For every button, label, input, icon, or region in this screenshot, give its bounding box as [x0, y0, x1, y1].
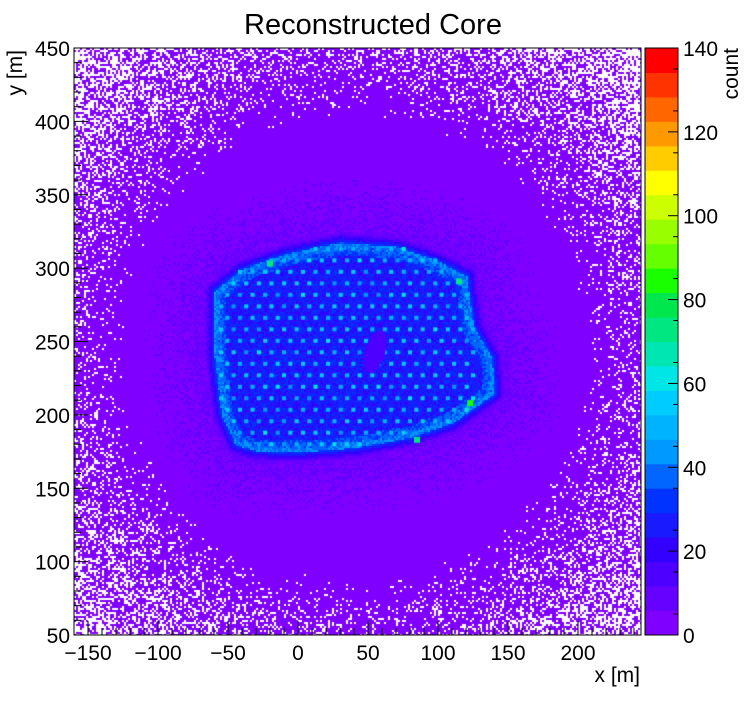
color-scale-tick-label: 80	[683, 290, 706, 313]
x-tick-label: −100	[134, 642, 181, 665]
y-tick-label: 250	[35, 332, 70, 355]
color-scale-band	[645, 48, 678, 73]
color-scale-tick-label: 0	[683, 625, 695, 648]
color-scale-axis: 0 20 40 60 80 100 120 140	[668, 38, 718, 648]
color-scale-band	[645, 561, 678, 587]
y-tick-label: 100	[35, 552, 70, 575]
color-scale-band	[645, 121, 678, 147]
x-tick-label: 50	[356, 642, 379, 665]
y-axis: 50 100 150 200 250 300 350 400 450	[35, 38, 88, 648]
y-tick-label: 300	[35, 258, 70, 281]
color-scale-frame	[644, 47, 679, 636]
color-scale-band	[645, 219, 678, 245]
color-scale-band	[645, 463, 678, 489]
y-tick-label: 150	[35, 478, 70, 501]
chart-title: Reconstructed Core	[244, 9, 502, 41]
color-scale-label: count	[720, 48, 743, 100]
y-tick-label: 200	[35, 405, 70, 428]
x-tick-label: 150	[490, 642, 525, 665]
color-scale-band	[645, 292, 678, 318]
y-tick-label: 350	[35, 185, 70, 208]
color-scale-band	[645, 170, 678, 196]
color-scale-band	[645, 439, 678, 465]
x-tick-label: 200	[560, 642, 595, 665]
color-scale-band	[645, 414, 678, 440]
heatmap-plot-area	[74, 48, 641, 635]
color-scale-band	[645, 537, 678, 563]
color-scale-band	[645, 96, 678, 122]
y-tick-label: 50	[47, 625, 70, 648]
color-scale-tick-label: 120	[683, 122, 718, 145]
color-scale-band	[645, 268, 678, 294]
color-scale-band	[645, 341, 678, 367]
x-tick-label: −150	[64, 642, 111, 665]
color-scale-tick-label: 140	[683, 38, 718, 61]
x-axis-label: x [m]	[595, 664, 641, 687]
color-scale-tick-label: 100	[683, 206, 718, 229]
color-scale-band	[645, 586, 678, 612]
color-scale-tick-label: 40	[683, 457, 706, 480]
color-scale-tick-label: 60	[683, 373, 706, 396]
x-tick-label: 100	[420, 642, 455, 665]
y-tick-label: 400	[35, 111, 70, 134]
color-scale-band	[645, 512, 678, 538]
color-scale-band	[645, 610, 678, 636]
y-tick-label: 450	[35, 38, 70, 61]
y-axis-label: y [m]	[4, 50, 27, 96]
x-tick-label: 0	[292, 642, 304, 665]
heatmap-image	[74, 48, 641, 635]
x-axis: −150 −100 −50 0 50 100 150 200	[64, 621, 635, 665]
color-scale-band	[645, 317, 678, 342]
color-scale-band	[645, 488, 678, 514]
color-scale-bar	[644, 47, 679, 636]
color-scale-tick-label: 20	[683, 541, 706, 564]
color-scale-band	[645, 145, 678, 171]
color-scale-band	[645, 72, 678, 98]
x-tick-label: −50	[210, 642, 246, 665]
color-scale-band	[645, 390, 678, 416]
color-scale-band	[645, 243, 678, 269]
color-scale-band	[645, 365, 678, 391]
